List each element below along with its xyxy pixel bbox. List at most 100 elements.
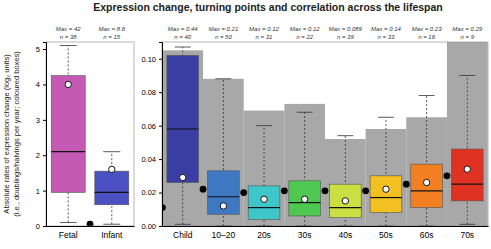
background-bar bbox=[244, 111, 285, 226]
y-tick-mark bbox=[43, 120, 46, 121]
y-tick-label: 3 bbox=[36, 116, 40, 125]
y-tick-mark bbox=[159, 159, 162, 160]
whisker-cap bbox=[459, 224, 475, 225]
y-tick: 3 bbox=[36, 116, 46, 125]
box bbox=[370, 176, 402, 213]
x-tick: Child bbox=[173, 226, 193, 240]
mean-point bbox=[261, 196, 267, 202]
y-tick-mark bbox=[159, 226, 162, 227]
y-axis-title: Absolute rates of expression change (log… bbox=[2, 54, 11, 214]
y-tick: 2 bbox=[36, 151, 46, 160]
x-tick-label: 50s bbox=[379, 230, 393, 240]
plot-frame bbox=[46, 42, 134, 226]
y-tick-mark bbox=[43, 191, 46, 192]
whisker-cap bbox=[175, 47, 191, 48]
x-tick: 50s bbox=[379, 226, 393, 240]
max-label: Max = 0.21 bbox=[208, 26, 238, 32]
n-label: n = 38 bbox=[60, 34, 78, 40]
whisker-cap bbox=[60, 45, 77, 46]
max-label: Max = 0.29 bbox=[452, 26, 483, 32]
turning-point bbox=[403, 181, 410, 188]
y-axis: 0 1 2 3 4 5 bbox=[36, 43, 47, 231]
max-label: Max = 42 bbox=[56, 26, 82, 32]
x-tick-label: Fetal bbox=[59, 230, 78, 240]
background-bar bbox=[284, 104, 325, 226]
plot-area bbox=[162, 42, 488, 226]
x-tick-label: 20s bbox=[257, 230, 271, 240]
x-axis: Fetal Infant bbox=[47, 226, 135, 240]
n-label: n = 31 bbox=[256, 34, 273, 40]
x-tick-label: 30s bbox=[298, 230, 312, 240]
median bbox=[248, 207, 280, 208]
max-label: Max = 0.12 bbox=[249, 26, 280, 32]
y-tick: 0.02 bbox=[141, 188, 162, 197]
x-axis: Child 10–20 20s 30s 40s 50s 60s 70s bbox=[163, 226, 489, 240]
median bbox=[370, 197, 402, 198]
x-tick: Fetal bbox=[59, 226, 78, 240]
x-tick: 70s bbox=[460, 226, 474, 240]
y-tick-label: 0 bbox=[36, 222, 40, 231]
turning-point bbox=[362, 187, 369, 194]
mean-point bbox=[109, 166, 115, 172]
median bbox=[329, 207, 361, 208]
y-tick: 0.00 bbox=[141, 222, 162, 231]
y-tick-label: 4 bbox=[36, 80, 40, 89]
plot-frame bbox=[162, 42, 488, 226]
y-tick-mark bbox=[159, 59, 162, 60]
y-tick-label: 1 bbox=[36, 187, 40, 196]
box bbox=[248, 186, 280, 219]
median bbox=[411, 190, 443, 191]
mean-point bbox=[383, 186, 389, 192]
y-tick: 0.04 bbox=[141, 155, 162, 164]
y-tick: 4 bbox=[36, 80, 46, 89]
y-tick-label: 2 bbox=[36, 151, 40, 160]
x-tick: 10–20 bbox=[212, 226, 236, 240]
n-label: n = 22 bbox=[296, 34, 314, 40]
max-label: Max = 0.23 bbox=[412, 26, 443, 32]
x-tick: 40s bbox=[338, 226, 352, 240]
mean-point bbox=[180, 174, 186, 180]
n-label: n = 33 bbox=[378, 34, 396, 40]
x-tick-label: 10–20 bbox=[212, 230, 236, 240]
x-tick: 60s bbox=[420, 226, 434, 240]
x-tick-label: Child bbox=[173, 230, 193, 240]
box bbox=[208, 171, 240, 214]
median bbox=[95, 192, 129, 193]
turning-point bbox=[444, 172, 451, 179]
median bbox=[51, 151, 85, 152]
max-label: Max = 0.12 bbox=[290, 26, 321, 32]
y-tick-mark bbox=[159, 126, 162, 127]
median bbox=[167, 128, 199, 129]
x-axis-line bbox=[47, 226, 135, 227]
box bbox=[289, 181, 321, 216]
turning-point bbox=[240, 189, 247, 196]
whisker-cap bbox=[103, 224, 120, 225]
x-axis-line bbox=[163, 226, 489, 227]
title: Expression change, turning points and co… bbox=[93, 1, 443, 13]
max-label: Max = 0.089 bbox=[329, 26, 363, 32]
max-label: Max = 0.44 bbox=[168, 26, 199, 32]
y-tick: 0.06 bbox=[141, 122, 162, 131]
mean-point bbox=[301, 196, 307, 202]
plot-area bbox=[51, 46, 129, 226]
mean-point bbox=[464, 166, 470, 172]
y-tick-label: 0.02 bbox=[141, 188, 156, 197]
y-tick-label: 0.04 bbox=[141, 155, 156, 164]
whisker-cap bbox=[337, 135, 353, 136]
n-label: n = 40 bbox=[174, 34, 192, 40]
background-bar bbox=[447, 42, 488, 226]
background-bar bbox=[366, 129, 407, 226]
x-tick: Infant bbox=[101, 226, 123, 240]
y-tick-label: 5 bbox=[36, 45, 40, 54]
y-tick-mark bbox=[159, 92, 162, 93]
turning-point bbox=[87, 221, 94, 226]
x-tick-label: 40s bbox=[338, 230, 352, 240]
median bbox=[208, 196, 240, 197]
box bbox=[411, 164, 443, 207]
n-label: n = 39 bbox=[337, 34, 355, 40]
whisker-cap bbox=[215, 78, 231, 79]
box bbox=[95, 171, 129, 205]
whisker-cap bbox=[297, 112, 313, 113]
y-tick: 0.10 bbox=[141, 55, 162, 64]
whisker-cap bbox=[256, 125, 272, 126]
